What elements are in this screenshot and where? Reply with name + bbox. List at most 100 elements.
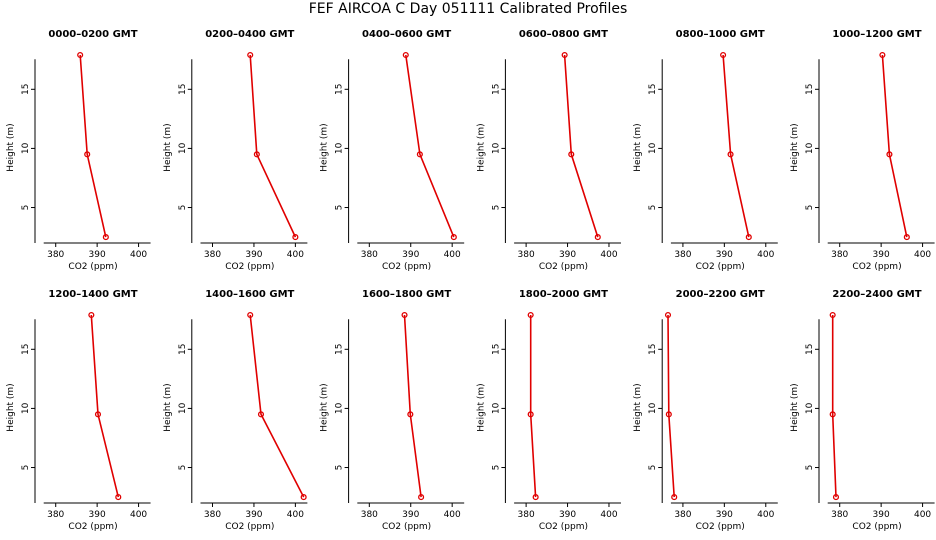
profile-panel-7: 1200–1400 GMT 380 390 400 5 10 15 CO2 (ppm) Heig… bbox=[6, 289, 151, 532]
x-tick-label: 380 bbox=[47, 510, 64, 520]
panel-title: 2200–2400 GMT bbox=[832, 289, 921, 300]
y-tick-label: 10 bbox=[805, 402, 815, 414]
y-tick-label: 10 bbox=[21, 402, 31, 414]
y-tick-label: 15 bbox=[335, 344, 345, 355]
y-axis-label: Height (m) bbox=[790, 123, 800, 171]
profile-point bbox=[94, 411, 102, 418]
x-axis-label: CO2 (ppm) bbox=[696, 262, 745, 272]
profile-panel-8: 1400–1600 GMT 380 390 400 5 10 15 CO2 (ppm) Heig… bbox=[163, 289, 308, 532]
x-tick-label: 380 bbox=[361, 510, 378, 520]
profile-point bbox=[532, 494, 539, 501]
x-tick-label: 400 bbox=[444, 510, 461, 520]
profile-point bbox=[527, 311, 534, 319]
profile-point bbox=[88, 311, 95, 319]
y-tick-label: 5 bbox=[648, 205, 658, 211]
x-axis-label: CO2 (ppm) bbox=[225, 522, 274, 532]
profile-point bbox=[84, 151, 91, 158]
profile-point bbox=[886, 151, 893, 158]
profile-point bbox=[77, 51, 84, 59]
profile-point bbox=[292, 234, 299, 241]
profile-point bbox=[720, 51, 727, 59]
y-tick-label: 5 bbox=[648, 465, 658, 471]
panel-title: 0200–0400 GMT bbox=[205, 29, 294, 40]
x-tick-label: 400 bbox=[130, 250, 147, 260]
panel-title: 0400–0600 GMT bbox=[362, 29, 451, 40]
profile-line bbox=[667, 314, 675, 498]
profile-panel-10: 1800–2000 GMT 380 390 400 5 10 15 CO2 (ppm) Heig… bbox=[476, 289, 621, 532]
x-tick-label: 390 bbox=[245, 250, 262, 260]
profile-line bbox=[79, 54, 107, 238]
profile-point bbox=[247, 51, 254, 59]
panel-title: 0600–0800 GMT bbox=[519, 29, 608, 40]
profile-point bbox=[594, 234, 601, 241]
y-tick-label: 10 bbox=[178, 142, 188, 154]
y-tick-label: 5 bbox=[491, 205, 501, 211]
profile-line bbox=[403, 314, 422, 498]
y-tick-label: 10 bbox=[805, 142, 815, 154]
x-tick-label: 390 bbox=[89, 510, 106, 520]
y-axis-label: Height (m) bbox=[476, 123, 486, 171]
y-axis-label: Height (m) bbox=[790, 383, 800, 431]
x-tick-label: 390 bbox=[873, 250, 890, 260]
profile-point bbox=[527, 411, 534, 418]
x-tick-label: 400 bbox=[914, 510, 931, 520]
profile-point bbox=[829, 411, 836, 418]
x-axis-label: CO2 (ppm) bbox=[225, 262, 274, 272]
x-tick-label: 400 bbox=[600, 250, 617, 260]
profile-point bbox=[401, 311, 408, 319]
panel-title: 1600–1800 GMT bbox=[362, 289, 451, 300]
x-tick-label: 390 bbox=[559, 510, 576, 520]
x-tick-label: 380 bbox=[674, 510, 691, 520]
panel-title: 0000–0200 GMT bbox=[48, 29, 137, 40]
profile-line bbox=[722, 54, 750, 238]
profile-point bbox=[253, 151, 260, 158]
x-tick-label: 400 bbox=[757, 250, 774, 260]
profile-point bbox=[665, 411, 672, 418]
profile-panel-6: 1000–1200 GMT 380 390 400 5 10 15 CO2 (ppm) Heig… bbox=[790, 29, 935, 272]
y-axis-label: Height (m) bbox=[320, 123, 330, 171]
y-axis-label: Height (m) bbox=[633, 123, 643, 171]
y-axis-label: Height (m) bbox=[633, 383, 643, 431]
x-tick-label: 390 bbox=[402, 250, 419, 260]
panel-title: 1800–2000 GMT bbox=[519, 289, 608, 300]
y-tick-label: 15 bbox=[648, 84, 658, 95]
x-axis-label: CO2 (ppm) bbox=[539, 522, 588, 532]
y-tick-label: 10 bbox=[21, 142, 31, 154]
y-tick-label: 15 bbox=[491, 344, 501, 355]
profile-point bbox=[416, 151, 423, 158]
profile-point bbox=[745, 234, 752, 241]
x-axis-label: CO2 (ppm) bbox=[539, 262, 588, 272]
panel-title: 1400–1600 GMT bbox=[205, 289, 294, 300]
profile-point bbox=[450, 234, 457, 241]
x-tick-label: 390 bbox=[559, 250, 576, 260]
x-tick-label: 380 bbox=[674, 250, 691, 260]
x-tick-label: 400 bbox=[287, 250, 304, 260]
x-tick-label: 390 bbox=[716, 510, 733, 520]
y-tick-label: 10 bbox=[648, 402, 658, 414]
y-tick-label: 15 bbox=[491, 84, 501, 95]
x-tick-label: 380 bbox=[47, 250, 64, 260]
y-tick-label: 15 bbox=[21, 84, 31, 95]
profile-panel-5: 0800–1000 GMT 380 390 400 5 10 15 CO2 (ppm) Heig… bbox=[633, 29, 778, 272]
y-tick-label: 5 bbox=[335, 465, 345, 471]
x-tick-label: 400 bbox=[444, 250, 461, 260]
profile-point bbox=[402, 51, 409, 59]
y-tick-label: 5 bbox=[21, 205, 31, 211]
panel-title: 1000–1200 GMT bbox=[832, 29, 921, 40]
y-tick-label: 5 bbox=[178, 205, 188, 211]
x-tick-label: 390 bbox=[89, 250, 106, 260]
profile-point bbox=[671, 494, 678, 501]
profile-point bbox=[664, 311, 672, 319]
profile-line bbox=[405, 54, 455, 238]
profile-panel-1: 0000–0200 GMT 380 390 400 5 10 15 CO2 (ppm) Heig… bbox=[6, 29, 151, 272]
profile-line bbox=[831, 315, 837, 498]
profile-line bbox=[249, 54, 297, 238]
y-tick-label: 10 bbox=[491, 402, 501, 414]
x-tick-label: 400 bbox=[914, 250, 931, 260]
panel-title: 1200–1400 GMT bbox=[48, 289, 137, 300]
profile-panel-3: 0400–0600 GMT 380 390 400 5 10 15 CO2 (ppm) Heig… bbox=[320, 29, 465, 272]
y-tick-label: 5 bbox=[21, 465, 31, 471]
profile-point bbox=[829, 311, 836, 319]
y-tick-label: 10 bbox=[178, 402, 188, 414]
